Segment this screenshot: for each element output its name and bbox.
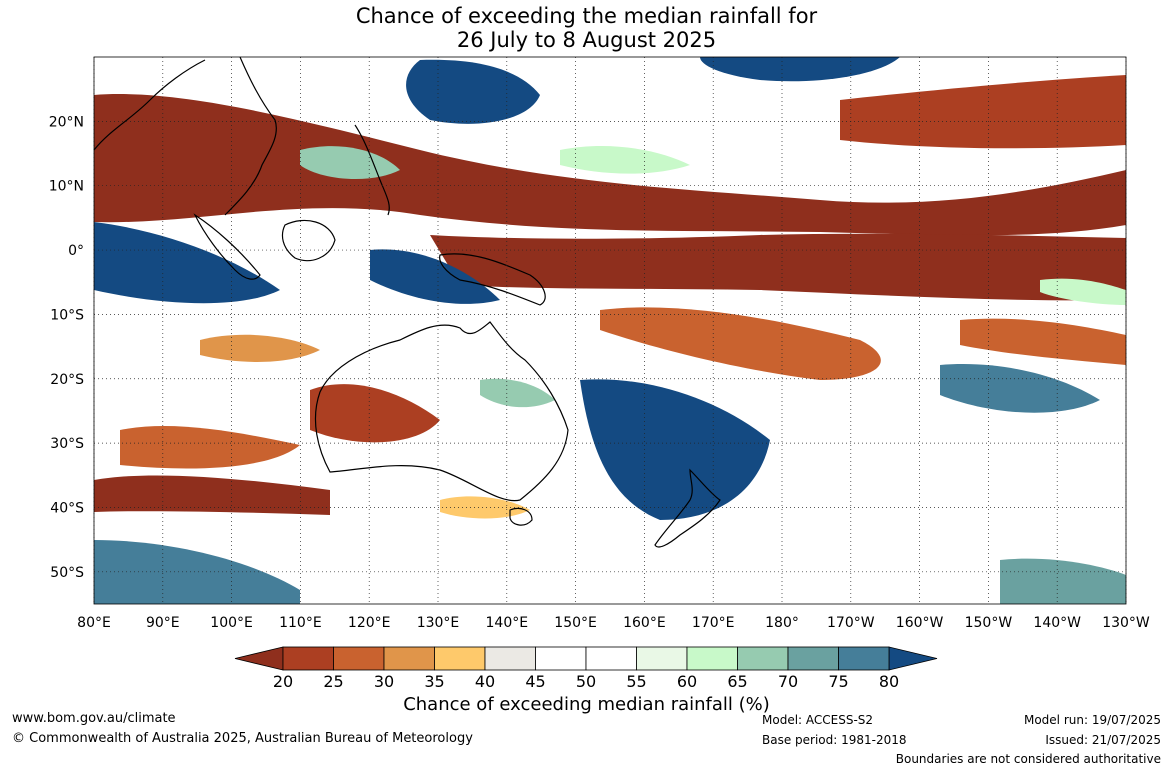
- moderate-dry-patch: [440, 496, 530, 519]
- colorbar-swatch: [686, 646, 738, 671]
- longitude-tick-label: 150°E: [554, 615, 597, 631]
- colorbar-tick-label: 55: [626, 672, 646, 691]
- longitude-tick-label: 90°E: [146, 615, 180, 631]
- colorbar-tick-label: 80: [879, 672, 899, 691]
- dry-band-northeast: [840, 75, 1126, 149]
- colorbar-extend-below: [234, 646, 284, 671]
- longitude-tick-label: 80°E: [77, 615, 111, 631]
- colorbar-tick-label: 35: [424, 672, 444, 691]
- colorbar-tick-label: 20: [273, 672, 293, 691]
- longitude-tick-label: 130°E: [417, 615, 460, 631]
- wet-region-indian-ocean: [94, 222, 280, 304]
- dry-band-north: [94, 94, 1126, 236]
- longitude-tick-label: 140°W: [1033, 615, 1081, 631]
- colorbar-tick-label: 45: [525, 672, 545, 691]
- latitude-tick-label: 40°S: [50, 500, 84, 516]
- boundaries-disclaimer: Boundaries are not considered authoritat…: [895, 752, 1161, 766]
- map-frame: [93, 56, 1127, 605]
- colorbar-tick-label: 70: [778, 672, 798, 691]
- wet-region-tasman: [580, 379, 770, 520]
- colorbar-tick-label: 40: [475, 672, 495, 691]
- colorbar-swatch: [484, 646, 536, 671]
- longitude-tick-label: 170°E: [692, 615, 735, 631]
- wet-region-south-pacific: [940, 364, 1100, 413]
- colorbar-swatch: [737, 646, 789, 671]
- website-link[interactable]: www.bom.gov.au/climate: [12, 711, 176, 726]
- probability-field: [94, 57, 1126, 604]
- colorbar-extend-above: [888, 646, 938, 671]
- moderate-wet-patch: [300, 146, 400, 180]
- base-period: Base period: 1981-2018: [762, 733, 907, 747]
- longitude-tick-label: 100°E: [210, 615, 253, 631]
- longitude-tick-label: 160°W: [896, 615, 944, 631]
- colorbar-swatch: [434, 646, 486, 671]
- longitude-labels: 80°E 90°E 100°E 110°E 120°E 130°E 140°E 150°E 16…: [77, 615, 1150, 631]
- latitude-tick-label: 20°S: [50, 372, 84, 388]
- australia-outline: [314, 321, 569, 502]
- longitude-tick-label: 120°E: [348, 615, 391, 631]
- colorbar-swatch: [535, 646, 587, 671]
- colorbar-swatch: [585, 646, 637, 671]
- latitude-tick-label: 0°: [68, 243, 84, 259]
- colorbar-swatch: [333, 646, 385, 671]
- colorbar-label: Chance of exceeding median rainfall (%): [403, 694, 770, 715]
- latitude-tick-label: 10°S: [50, 307, 84, 323]
- philippines-outline: [354, 124, 390, 216]
- moderate-wet-patch-5: [1000, 558, 1126, 604]
- longitude-tick-label: 180°: [765, 615, 799, 631]
- longitude-tick-label: 130°W: [1102, 615, 1150, 631]
- new-guinea-outline: [439, 253, 546, 306]
- colorbar-swatch: [787, 646, 839, 671]
- dry-band-south-pacific: [600, 307, 881, 380]
- moderate-wet-patch-2: [560, 145, 690, 174]
- dry-region-indian-ocean: [120, 425, 300, 469]
- moderate-dry-patch-2: [200, 334, 320, 362]
- moderate-wet-patch-3: [480, 378, 555, 408]
- asia-coast-outline: [94, 57, 277, 216]
- longitude-tick-label: 160°E: [623, 615, 666, 631]
- wet-region-southern-indian: [94, 540, 300, 604]
- tasmania-outline: [509, 507, 533, 526]
- longitude-tick-label: 170°W: [827, 615, 875, 631]
- dry-region-sw-australia: [310, 384, 440, 443]
- longitude-tick-label: 140°E: [486, 615, 529, 631]
- colorbar-swatch: [636, 646, 688, 671]
- copyright-text: © Commonwealth of Australia 2025, Austra…: [12, 731, 473, 746]
- latitude-tick-label: 50°S: [50, 565, 84, 581]
- new-zealand-outline: [654, 468, 721, 548]
- sumatra-outline: [193, 213, 261, 280]
- colorbar-swatch: [383, 646, 435, 671]
- longitude-tick-label: 110°E: [279, 615, 322, 631]
- longitude-tick-label: 150°W: [965, 615, 1013, 631]
- colorbar-tick-label: 65: [727, 672, 747, 691]
- colorbar-tick-label: 60: [677, 672, 697, 691]
- wet-region-indonesia: [370, 249, 500, 304]
- borneo-outline: [281, 219, 336, 262]
- colorbar-swatch: [838, 646, 890, 671]
- rainfall-map: 20°N 10°N 0° 10°S 20°S 30°S 40°S 50°S 80°E 90°E 1…: [49, 56, 1150, 631]
- latitude-labels: 20°N 10°N 0° 10°S 20°S 30°S 40°S 50°S: [49, 114, 84, 580]
- graticule: [93, 57, 1127, 604]
- model-name: Model: ACCESS-S2: [762, 713, 874, 727]
- moderate-wet-patch-4: [1040, 278, 1126, 305]
- colorbar-tick-label: 75: [828, 672, 848, 691]
- dry-band-south-indian: [94, 475, 330, 515]
- latitude-tick-label: 20°N: [49, 114, 84, 130]
- latitude-tick-label: 10°N: [49, 179, 84, 195]
- colorbar-tick-label: 30: [374, 672, 394, 691]
- wet-region-north-east: [700, 57, 900, 82]
- dry-band-equatorial: [430, 233, 1126, 301]
- dry-patch-east: [960, 318, 1126, 365]
- colorbar-tick-label: 50: [576, 672, 596, 691]
- map-title-line2: 26 July to 8 August 2025: [456, 28, 717, 52]
- map-title-line1: Chance of exceeding the median rainfall …: [355, 4, 818, 28]
- issued-date: Issued: 21/07/2025: [1045, 733, 1161, 747]
- colorbar-tick-label: 25: [323, 672, 343, 691]
- wet-region-north-pacific: [406, 59, 540, 124]
- colorbar-swatch: [282, 646, 334, 671]
- model-run-date: Model run: 19/07/2025: [1023, 713, 1161, 727]
- latitude-tick-label: 30°S: [50, 436, 84, 452]
